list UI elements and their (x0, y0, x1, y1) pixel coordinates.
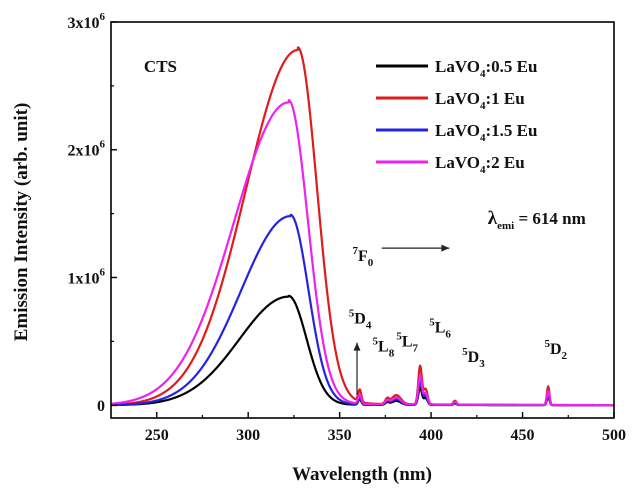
legend-label-1: LaVO4:0.5 Eu (435, 57, 537, 80)
annotation-6: 5D3 (462, 346, 485, 370)
x-tick-label: 250 (145, 427, 169, 444)
plot-frame (110, 21, 615, 419)
legend-label-3: LaVO4:1.5 Eu (435, 121, 537, 144)
annotation-5: 5L6 (429, 316, 451, 340)
annotation-3: 5L8 (373, 336, 395, 360)
legend-label-2: LaVO4:1 Eu (435, 89, 525, 112)
annotation-2: 5D4 (349, 307, 372, 331)
legend-label-4: LaVO4:2 Eu (435, 153, 525, 176)
annotation-4: 5L7 (396, 330, 418, 354)
y-tick-label: 0 (97, 398, 105, 415)
y-tick-label: 1x106 (68, 266, 106, 287)
annotation-9: λemi = 614 nm (488, 208, 586, 232)
series-line-4 (111, 99, 614, 407)
x-tick-label: 350 (328, 427, 352, 444)
x-tick-label: 300 (236, 427, 260, 444)
x-tick-label: 500 (602, 427, 626, 444)
annotation-1: CTS (144, 57, 177, 76)
annotation-7: 5D2 (544, 338, 567, 362)
y-tick-label: 3x106 (68, 11, 106, 32)
annotation-8: 7F0 (352, 245, 373, 269)
x-tick-label: 400 (419, 427, 443, 444)
y-tick-label: 2x106 (68, 139, 106, 160)
d4-marker-arrow-head (353, 342, 361, 351)
y-axis-title: Emission Intensity (arb. unit) (11, 103, 32, 342)
excitation-arrow-head (441, 244, 450, 252)
x-axis-title: Wavelength (nm) (292, 464, 432, 485)
x-tick-label: 450 (511, 427, 535, 444)
